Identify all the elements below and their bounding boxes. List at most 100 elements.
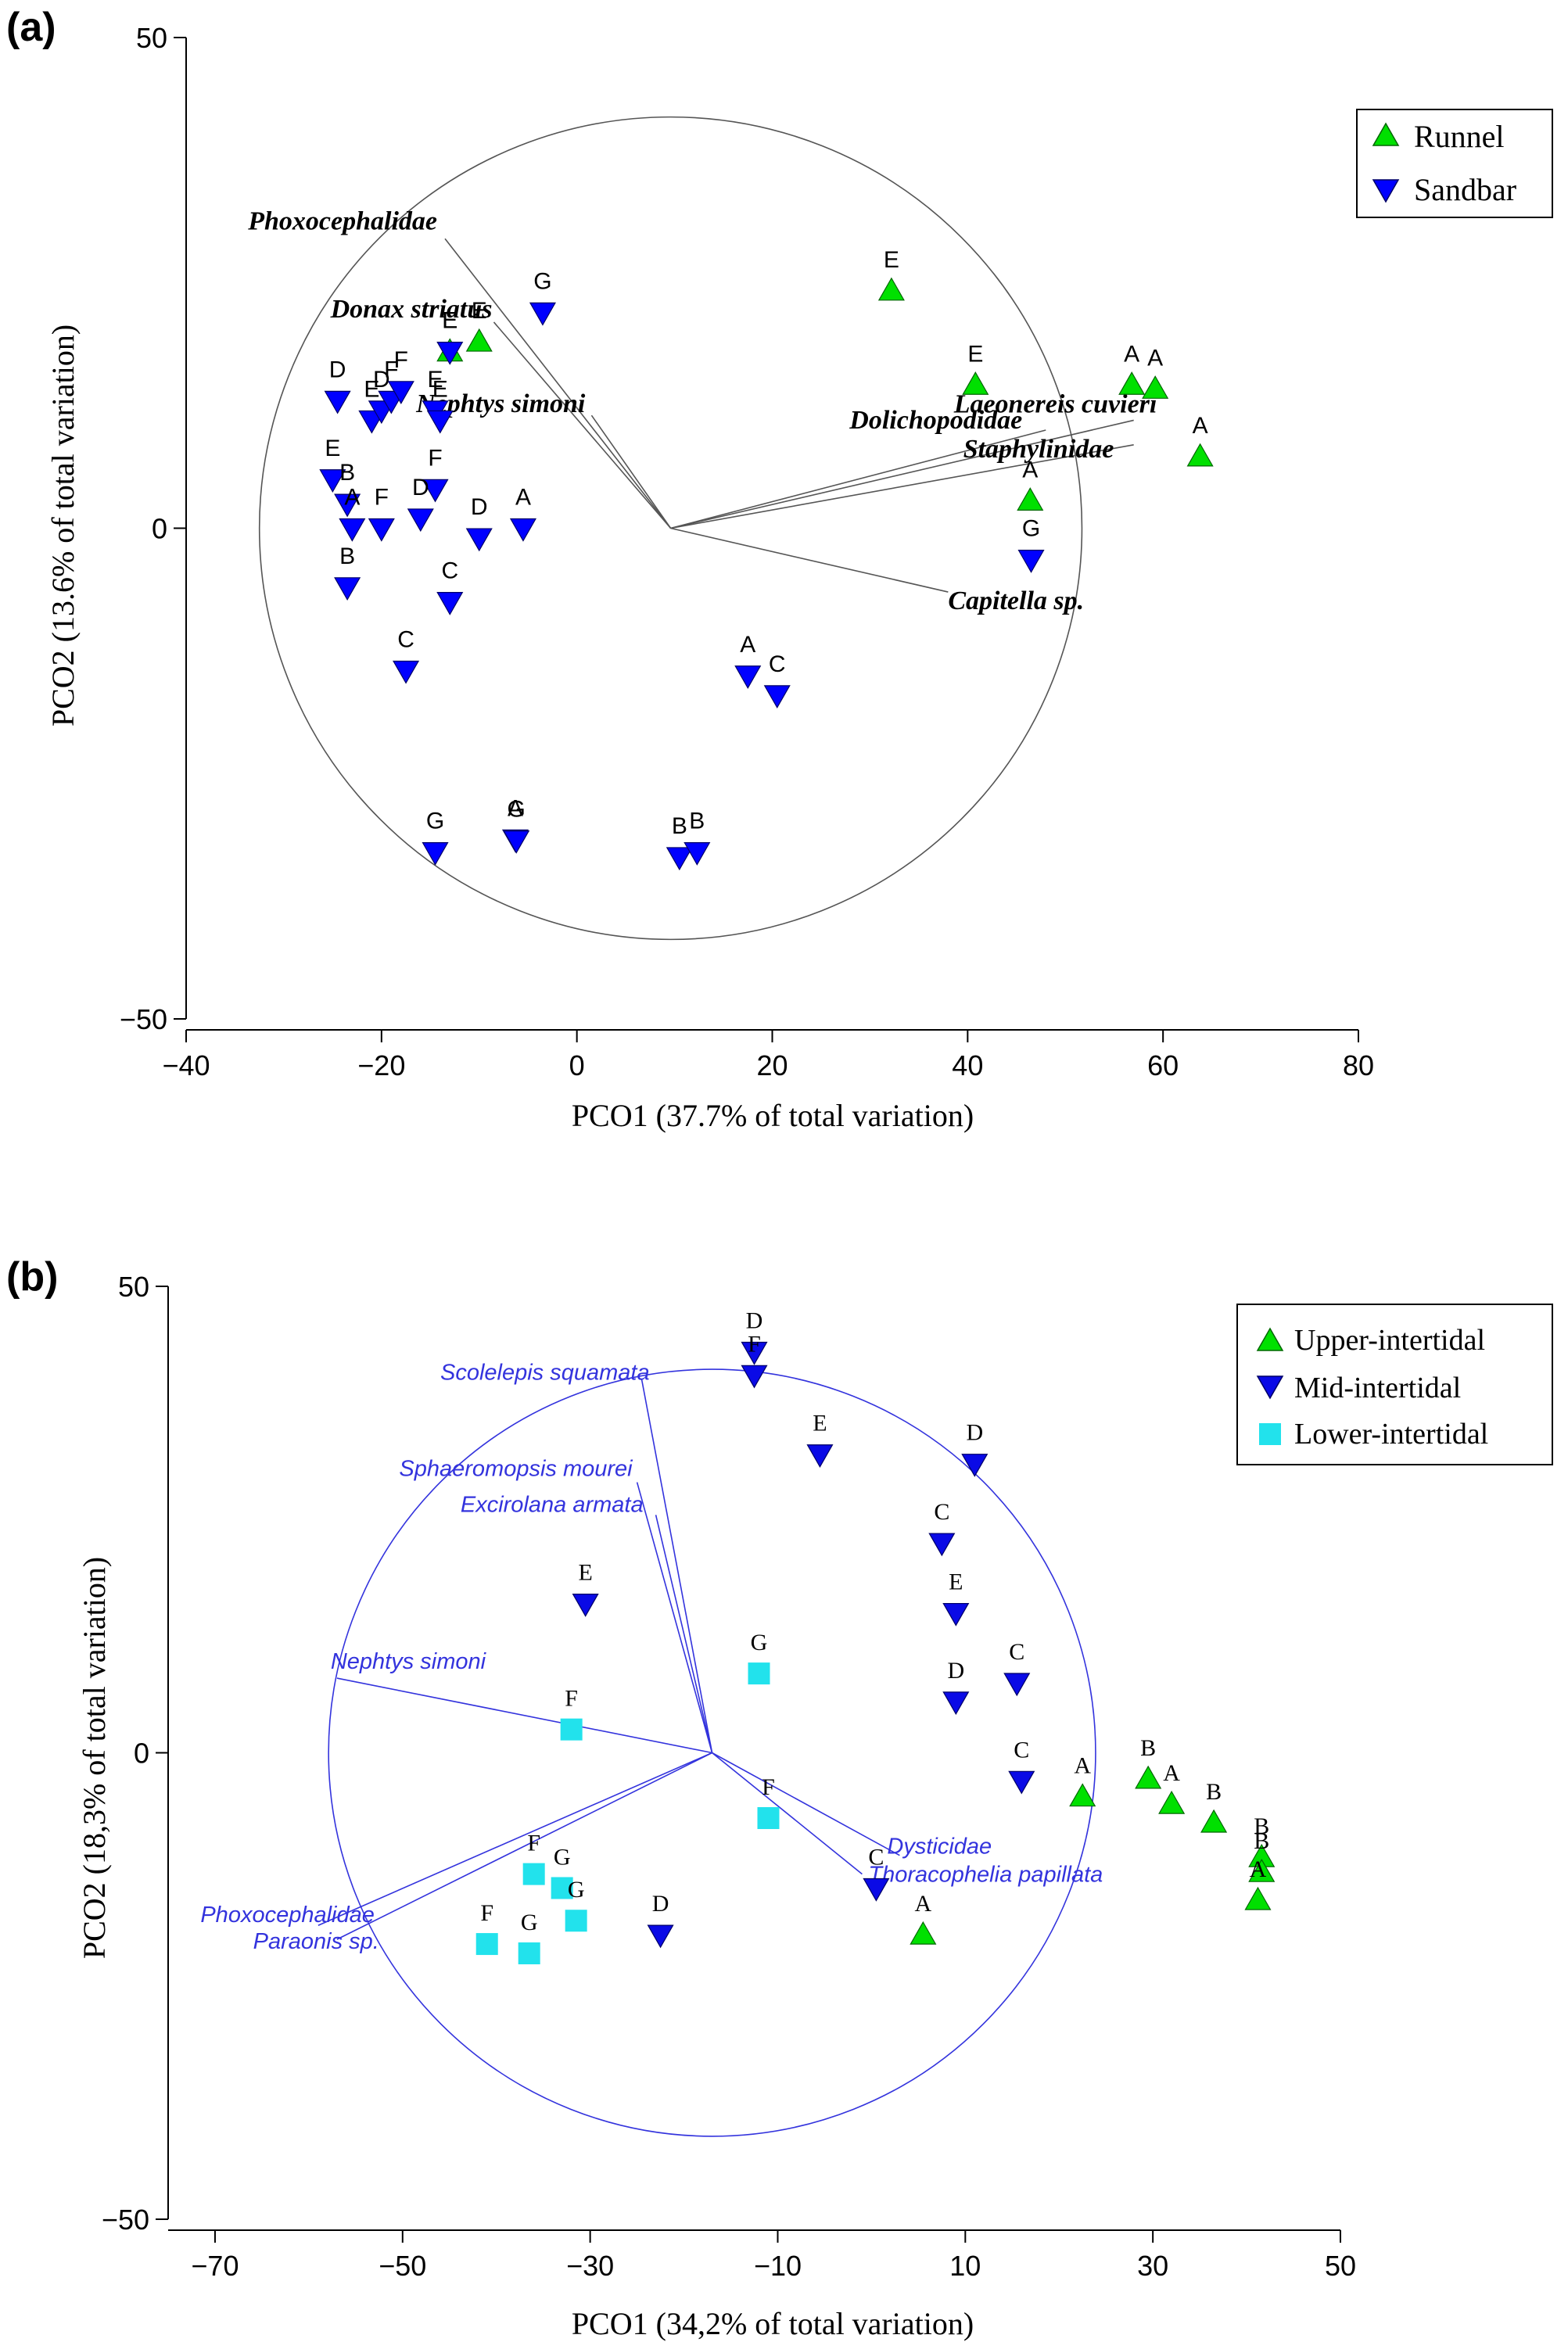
legend-sandbar-marker [1372, 179, 1400, 203]
vector-label-phoxocephalidae: Phoxocephalidae [200, 1903, 375, 1928]
point-label-upper-intertidal-2: A [1163, 1760, 1180, 1786]
point-label-sandbar-15: D [471, 494, 488, 520]
point-mid-intertidal-7 [1003, 1673, 1031, 1697]
point-sandbar-15 [465, 528, 493, 552]
point-label-sandbar-24: A [508, 795, 523, 821]
x-tick-label-a-2: 0 [569, 1049, 585, 1081]
legend-lower-intertidal-marker [1259, 1423, 1281, 1445]
point-label-sandbar-18: C [441, 558, 458, 584]
point-upper-intertidal-5 [1248, 1858, 1276, 1882]
legend-upper-intertidal-marker [1256, 1327, 1284, 1351]
point-runnel-2 [1118, 371, 1146, 395]
point-sandbar-9 [319, 469, 346, 493]
x-tick-label-b-0: −70 [191, 2250, 239, 2282]
point-label-mid-intertidal-8: D [947, 1658, 964, 1684]
panel-a-x-axis-title: PCO1 (37.7% of total variation) [572, 1098, 974, 1133]
vector-label-capitella-sp: Capitella sp. [948, 586, 1084, 615]
point-sandbar-21 [763, 685, 791, 709]
point-label-sandbar-9: E [325, 436, 340, 461]
point-label-runnel-4: A [1193, 413, 1208, 439]
vector-line-phoxocephalidae [318, 1752, 712, 1926]
y-tick-label-a-1: 0 [152, 513, 167, 545]
panel-b-label: (b) [6, 1254, 58, 1300]
point-label-sandbar-6: F [394, 347, 408, 373]
point-label-sandbar-17: B [339, 543, 355, 569]
y-tick-label-b-1: 0 [134, 1738, 149, 1770]
point-label-sandbar-13: F [428, 445, 442, 471]
point-label-upper-intertidal-0: A [1074, 1753, 1091, 1779]
point-mid-intertidal-5 [942, 1602, 970, 1626]
point-label-lower-intertidal-6: F [480, 1900, 493, 1926]
panel-b-circle-outline [328, 1368, 1096, 2137]
panel-b-x-axis-title: PCO1 (34,2% of total variation) [572, 2306, 974, 2341]
point-label-runnel-1: E [967, 341, 983, 367]
point-label-mid-intertidal-6: E [578, 1560, 592, 1586]
point-label-sandbar-20: A [740, 632, 755, 658]
x-tick-label-b-6: 50 [1325, 2250, 1356, 2282]
point-label-runnel-3: A [1147, 345, 1163, 371]
panel-b-y-axis-title: PCO2 (18,3% of total variation) [77, 1557, 112, 1959]
point-upper-intertidal-7 [910, 1921, 937, 1945]
point-sandbar-26 [666, 847, 693, 871]
point-label-upper-intertidal-5: B [1254, 1828, 1269, 1854]
point-label-mid-intertidal-11: D [652, 1891, 669, 1917]
point-label-runnel-6: E [442, 308, 457, 334]
point-label-runnel-7: E [472, 298, 487, 324]
legend-lower-intertidal-label: Lower-intertidal [1294, 1418, 1488, 1451]
x-tick-label-b-5: 30 [1137, 2250, 1168, 2282]
vector-label-nephtys-simoni: Nephtys simoni [331, 1649, 487, 1674]
x-tick-label-a-0: −40 [162, 1049, 210, 1081]
point-label-upper-intertidal-6: A [1250, 1856, 1267, 1882]
point-sandbar-22 [1017, 550, 1045, 573]
point-mid-intertidal-9 [1008, 1770, 1035, 1795]
point-label-sandbar-23: G [426, 809, 444, 834]
point-sandbar-17 [334, 577, 361, 601]
x-tick-label-a-3: 20 [756, 1049, 788, 1081]
point-label-runnel-2: A [1124, 341, 1139, 367]
panel-b-pco-biplot: (b) Scolelepis squamata Sphaeromopsis mou… [6, 1254, 1553, 2341]
point-runnel-4 [1186, 443, 1214, 467]
point-sandbar-11 [339, 518, 366, 542]
point-label-mid-intertidal-2: E [813, 1411, 827, 1436]
point-lower-intertidal-1 [560, 1718, 583, 1741]
vector-line-thoracophelia-papillata [712, 1752, 863, 1875]
point-upper-intertidal-3 [1200, 1809, 1228, 1833]
point-runnel-5 [1017, 487, 1044, 511]
point-mid-intertidal-11 [647, 1924, 674, 1949]
point-label-sandbar-12: F [375, 485, 389, 511]
point-label-sandbar-10: B [339, 460, 355, 486]
point-label-sandbar-7: E [428, 367, 443, 393]
vector-line-laeonereis-cuvieri [670, 419, 1134, 529]
panel-a-correlation-circle [258, 116, 1083, 941]
x-tick-label-b-4: 10 [949, 2250, 981, 2282]
y-tick-label-b-2: 50 [118, 1271, 149, 1303]
point-upper-intertidal-0 [1069, 1783, 1096, 1807]
point-label-lower-intertidal-1: F [565, 1686, 578, 1712]
vector-line-dolichopodidae [670, 429, 1046, 529]
panel-a-legend: Runnel Sandbar [1356, 109, 1553, 218]
legend-mid-intertidal-label: Mid-intertidal [1294, 1372, 1461, 1404]
point-label-sandbar-1: E [442, 308, 457, 334]
point-runnel-0 [877, 277, 905, 301]
point-label-sandbar-8: E [432, 376, 448, 402]
point-sandbar-10 [334, 493, 361, 518]
point-sandbar-1 [436, 342, 464, 365]
panel-a-y-axis-title: PCO2 (13.6% of total variation) [45, 325, 81, 726]
point-runnel-7 [465, 328, 493, 352]
vector-label-donax-striatus: Donax striatus [330, 295, 493, 324]
point-upper-intertidal-2 [1158, 1790, 1186, 1814]
point-mid-intertidal-6 [572, 1594, 599, 1617]
point-label-mid-intertidal-7: C [1009, 1639, 1024, 1665]
point-lower-intertidal-0 [748, 1662, 770, 1685]
panel-b-legend-box [1236, 1304, 1553, 1465]
point-label-sandbar-22: G [1022, 516, 1040, 542]
panel-a-circle-outline [258, 116, 1083, 941]
point-label-mid-intertidal-10: C [868, 1844, 884, 1870]
point-mid-intertidal-2 [806, 1444, 834, 1468]
vector-label-dysticidae: Dysticidae [887, 1835, 992, 1860]
point-label-sandbar-27: B [689, 809, 705, 834]
point-label-sandbar-19: C [397, 626, 414, 652]
vector-label-staphylinidae: Staphylinidae [963, 435, 1114, 464]
